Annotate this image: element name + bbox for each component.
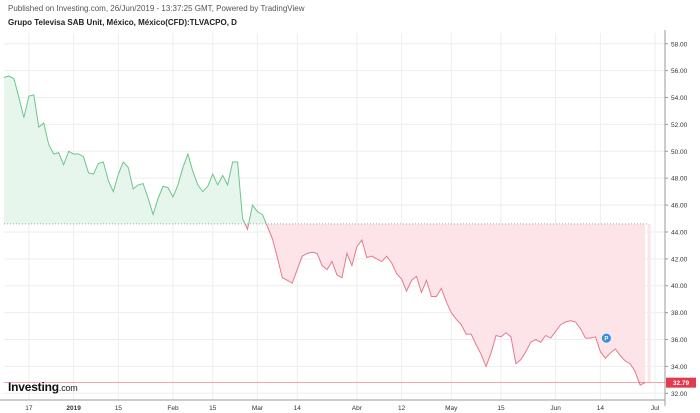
y-tick-label: 38.00 (671, 310, 688, 317)
y-tick-label: 54.00 (671, 95, 688, 102)
y-tick-label: 32.00 (671, 391, 688, 398)
y-tick-label: 42.00 (671, 256, 688, 263)
y-tick-label: 44.00 (671, 229, 688, 236)
x-tick-label: 12 (398, 405, 406, 412)
x-tick-label: 15 (497, 405, 505, 412)
x-tick-label: 14 (597, 405, 605, 412)
price-line-up (3, 75, 246, 225)
published-caption: Published on Investing.com, 26/Jun/2019 … (8, 4, 305, 13)
x-tick-label: 17 (25, 405, 33, 412)
x-tick-label: Abr (352, 405, 363, 412)
x-tick-label: 15 (115, 405, 123, 412)
y-tick-label: 48.00 (671, 176, 688, 183)
y-tick-label: 50.00 (671, 149, 688, 156)
event-marker-label: P (604, 336, 608, 342)
x-tick-label: 15 (209, 405, 217, 412)
x-tick-label: 14 (294, 405, 302, 412)
x-tick-label: May (445, 405, 458, 412)
above-baseline-area (4, 76, 246, 224)
logo-brand: Investing (8, 380, 59, 394)
x-tick-label: Jun (550, 405, 561, 412)
x-tick-label: Mar (252, 405, 264, 412)
y-tick-label: 40.00 (671, 283, 688, 290)
y-tick-label: 46.00 (671, 203, 688, 210)
last-price-badge (666, 377, 696, 388)
price-line-down (265, 223, 646, 386)
y-tick-label: 52.00 (671, 122, 688, 129)
y-tick-label: 34.00 (671, 364, 688, 371)
y-tick-label: 58.00 (671, 41, 688, 48)
x-tick-label: Feb (167, 405, 179, 412)
y-tick-label: 36.00 (671, 337, 688, 344)
y-tick-label: 56.00 (671, 68, 688, 75)
x-tick-label: 2019 (66, 405, 81, 412)
investing-logo: Investing.com (8, 380, 78, 394)
price-line-up (248, 203, 267, 225)
last-price-label: 32.79 (673, 380, 690, 387)
price-line-down (244, 223, 250, 231)
instrument-title: Grupo Televisa SAB Unit, México, México(… (8, 18, 237, 27)
x-tick-label: Jul (651, 405, 660, 412)
logo-suffix: .com (58, 383, 78, 393)
above-baseline-area (248, 205, 267, 224)
below-baseline-area (266, 223, 646, 386)
event-marker (601, 333, 611, 343)
